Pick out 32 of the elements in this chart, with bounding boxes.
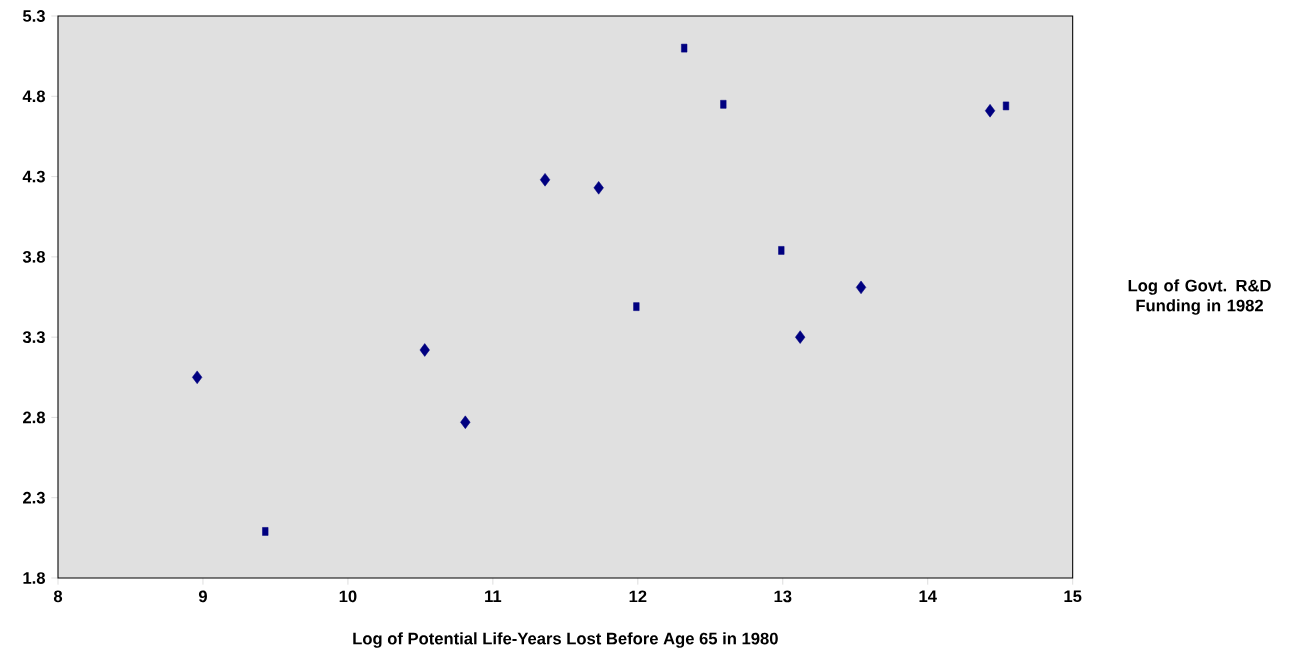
point: [539, 173, 551, 187]
point: [192, 370, 203, 384]
y-tick-label: 2.8: [23, 411, 46, 424]
x-axis-title: Log of Potential Life-Years Lost Before Age 65 in 1980: [353, 632, 778, 648]
y-tick-label: 2.3: [23, 491, 45, 504]
point: [795, 330, 806, 344]
point: [460, 415, 471, 429]
x-tick-label: 13: [774, 590, 792, 603]
y-tick-label: 5.3: [22, 10, 45, 22]
point: [1002, 101, 1010, 111]
point: [720, 100, 727, 109]
x-tick-label: 10: [339, 590, 357, 603]
point: [262, 527, 269, 536]
x-tick-label: 15: [1064, 590, 1082, 603]
x-tick-label: 9: [198, 590, 207, 603]
point: [419, 343, 430, 357]
y-tick-label: 3.3: [22, 331, 45, 344]
x-tick-label: 14: [919, 590, 937, 602]
y-axis-title: Log of Govt. R&D Funding in 1982: [1128, 279, 1271, 315]
x-tick-label: 11: [485, 590, 502, 602]
y-tick-label: 4.3: [22, 170, 45, 183]
x-tick-label: 12: [629, 590, 647, 603]
point: [593, 181, 604, 195]
y-tick-label: 4.8: [22, 90, 46, 103]
point: [855, 280, 867, 295]
y-tick-label: 3.8: [22, 250, 46, 263]
point: [681, 43, 688, 53]
y-tick-label: 1.8: [23, 572, 46, 584]
x-tick-label: 8: [53, 590, 63, 603]
point: [984, 104, 996, 118]
point: [633, 302, 640, 311]
point: [778, 246, 785, 255]
